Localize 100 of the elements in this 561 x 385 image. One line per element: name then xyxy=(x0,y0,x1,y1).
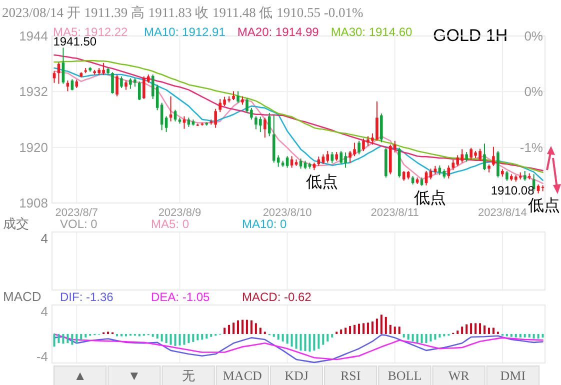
candlestick xyxy=(465,151,468,162)
chart-title: MACD xyxy=(3,289,42,304)
bar xyxy=(295,334,298,349)
bar xyxy=(412,334,414,342)
candlestick xyxy=(116,74,118,97)
bar xyxy=(53,334,56,347)
candlestick xyxy=(164,116,168,133)
candlestick xyxy=(496,150,500,178)
text: BOLL xyxy=(388,368,422,383)
bar xyxy=(152,334,154,337)
annotation: 低点 xyxy=(414,188,446,207)
bar xyxy=(224,328,226,334)
bar xyxy=(362,323,364,334)
bar xyxy=(66,334,69,344)
candlestick xyxy=(402,170,406,182)
y-tick-label: 1920 xyxy=(19,140,48,155)
candlestick xyxy=(236,90,240,104)
y2-tick-label: 0% xyxy=(524,28,544,44)
bar xyxy=(236,320,240,334)
text: DIF: -1.36 xyxy=(60,290,114,304)
candlestick xyxy=(111,72,114,94)
y2-tick-label: 0% xyxy=(524,84,544,100)
candlestick xyxy=(156,84,159,111)
bar xyxy=(188,334,190,344)
bar xyxy=(232,322,235,334)
bar xyxy=(201,334,204,340)
bar xyxy=(371,321,374,334)
text: 1941.50 xyxy=(53,34,97,49)
y-tick-label: 4 xyxy=(40,304,48,319)
text: DMI xyxy=(500,368,526,383)
bar xyxy=(331,334,334,338)
bar xyxy=(474,323,477,334)
bar xyxy=(192,334,194,342)
text: MA20: 1914.99 xyxy=(237,25,320,39)
bar xyxy=(58,334,60,344)
bar xyxy=(76,334,78,344)
bar xyxy=(246,320,248,334)
text: MACD xyxy=(222,368,262,383)
legend-label: VOL: 0 xyxy=(60,217,98,231)
bar xyxy=(510,334,512,337)
candlestick xyxy=(326,150,330,164)
bar xyxy=(366,322,369,334)
bar xyxy=(206,334,208,339)
bar xyxy=(210,334,212,337)
y-tick-label: 1932 xyxy=(19,84,48,100)
bar xyxy=(170,334,172,345)
candlestick xyxy=(438,164,442,176)
bar xyxy=(277,334,280,340)
annotation: 低点 xyxy=(306,173,338,192)
bar xyxy=(394,326,396,334)
candlestick xyxy=(452,159,455,171)
bar xyxy=(461,326,464,334)
bar xyxy=(254,323,257,334)
candlestick xyxy=(286,156,289,168)
y-tick-label: -4 xyxy=(36,349,48,364)
candlestick xyxy=(160,102,164,131)
legend-label: MA5: 0 xyxy=(151,217,190,231)
bar xyxy=(430,334,432,342)
bar xyxy=(156,334,158,339)
bar xyxy=(160,334,163,342)
bar xyxy=(420,334,423,344)
legend-label: MA10: 0 xyxy=(242,217,288,231)
bar xyxy=(80,334,82,340)
bar xyxy=(349,326,352,334)
candlestick xyxy=(120,76,123,88)
bar xyxy=(402,334,405,338)
bar xyxy=(300,334,302,350)
bar xyxy=(466,324,468,334)
bar xyxy=(71,334,74,345)
bar xyxy=(407,334,410,340)
candlestick xyxy=(429,168,432,180)
bar xyxy=(376,318,378,334)
bar xyxy=(528,334,530,338)
text: ▼ xyxy=(128,368,141,383)
text: ▲ xyxy=(74,368,86,383)
x-tick-label: 2023/8/11 xyxy=(370,207,419,219)
text: 无 xyxy=(182,368,195,383)
bar xyxy=(416,334,418,343)
bar xyxy=(425,334,428,344)
text: DEA: -1.05 xyxy=(151,290,210,304)
bar xyxy=(479,323,482,334)
candlestick xyxy=(70,78,74,91)
bar xyxy=(488,328,490,334)
text: RSI xyxy=(340,368,361,383)
bar xyxy=(524,334,526,338)
candlestick xyxy=(62,47,65,84)
candlestick xyxy=(290,156,294,168)
candlestick xyxy=(447,164,450,179)
bar xyxy=(304,334,306,352)
bar xyxy=(259,328,262,334)
bar xyxy=(165,334,168,344)
bar xyxy=(228,324,230,334)
candlestick xyxy=(174,109,177,122)
candlestick xyxy=(483,143,486,171)
candlestick xyxy=(142,76,146,100)
y-tick-label: 1908 xyxy=(19,196,48,210)
bar xyxy=(358,324,360,334)
candlestick xyxy=(506,170,508,182)
text: WR xyxy=(448,368,470,383)
candlestick xyxy=(322,154,325,165)
